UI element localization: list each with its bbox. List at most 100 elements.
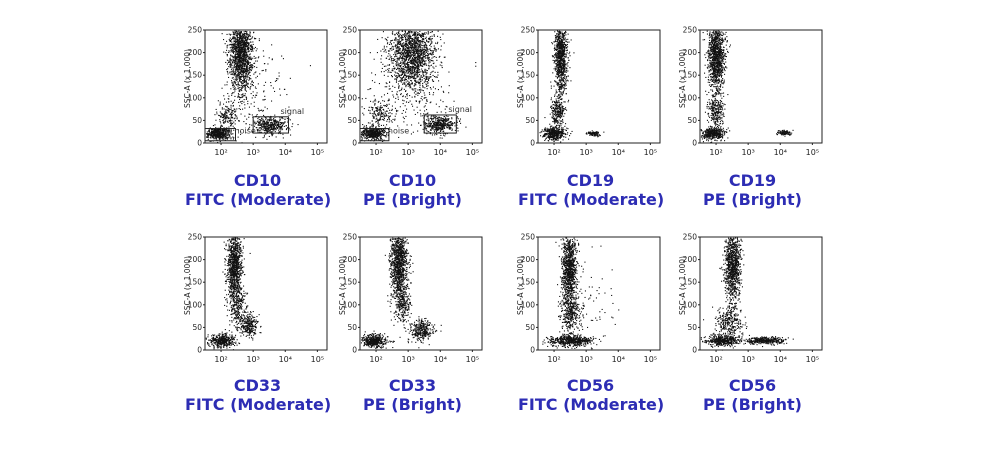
event-point bbox=[399, 71, 401, 73]
event-point bbox=[245, 41, 247, 43]
event-point bbox=[370, 100, 372, 102]
event-point bbox=[229, 58, 231, 60]
event-point bbox=[431, 126, 433, 128]
event-point bbox=[372, 136, 374, 138]
event-point bbox=[432, 51, 434, 53]
event-point bbox=[275, 128, 277, 130]
event-point bbox=[403, 75, 405, 77]
event-point bbox=[234, 54, 236, 56]
event-point bbox=[242, 85, 244, 87]
event-point bbox=[428, 32, 430, 34]
event-point bbox=[427, 31, 429, 33]
event-point bbox=[235, 79, 237, 81]
event-point bbox=[241, 59, 243, 61]
event-point bbox=[242, 40, 244, 42]
event-point bbox=[443, 42, 445, 44]
event-point bbox=[230, 116, 232, 118]
event-point bbox=[420, 71, 422, 73]
event-point bbox=[434, 71, 436, 73]
event-point bbox=[433, 80, 435, 82]
event-point bbox=[233, 66, 235, 68]
event-point bbox=[433, 45, 435, 47]
event-point bbox=[237, 62, 239, 64]
event-point bbox=[242, 36, 244, 38]
event-point bbox=[245, 64, 247, 66]
event-point bbox=[417, 89, 419, 91]
event-point bbox=[361, 133, 363, 135]
event-point bbox=[231, 59, 233, 61]
event-point bbox=[238, 64, 240, 66]
event-point bbox=[247, 51, 249, 53]
event-point bbox=[388, 118, 390, 120]
event-point bbox=[419, 56, 421, 58]
event-point bbox=[406, 54, 408, 56]
event-point bbox=[384, 132, 386, 134]
event-point bbox=[430, 76, 432, 78]
event-point bbox=[381, 130, 383, 132]
event-point bbox=[424, 80, 426, 82]
event-point bbox=[242, 54, 244, 56]
event-point bbox=[437, 118, 439, 120]
event-point bbox=[386, 134, 388, 136]
event-point bbox=[402, 79, 404, 81]
event-point bbox=[402, 68, 404, 70]
event-point bbox=[380, 119, 382, 121]
event-point bbox=[239, 34, 241, 36]
event-point bbox=[226, 118, 228, 120]
event-point bbox=[414, 45, 416, 47]
event-point bbox=[225, 136, 227, 138]
event-point bbox=[235, 71, 237, 73]
event-point bbox=[239, 73, 241, 75]
event-point bbox=[240, 42, 242, 44]
event-point bbox=[250, 93, 252, 95]
event-point bbox=[402, 62, 404, 64]
event-point bbox=[409, 41, 411, 43]
event-point bbox=[263, 99, 265, 101]
event-point bbox=[416, 41, 418, 43]
event-point bbox=[259, 130, 261, 132]
event-point bbox=[250, 64, 252, 66]
event-point bbox=[405, 67, 407, 69]
event-point bbox=[413, 47, 415, 49]
event-point bbox=[402, 60, 404, 62]
event-point bbox=[241, 65, 243, 67]
event-point bbox=[234, 37, 236, 39]
event-point bbox=[255, 127, 257, 129]
event-point bbox=[411, 38, 413, 40]
event-point bbox=[423, 60, 425, 62]
event-point bbox=[248, 44, 250, 46]
event-point bbox=[394, 71, 396, 73]
event-point bbox=[211, 129, 213, 131]
event-point bbox=[415, 31, 417, 33]
event-point bbox=[406, 47, 408, 49]
event-point bbox=[393, 54, 395, 56]
event-point bbox=[378, 114, 380, 116]
event-point bbox=[415, 42, 417, 44]
event-point bbox=[392, 39, 394, 41]
event-point bbox=[254, 125, 256, 127]
event-point bbox=[248, 116, 250, 118]
event-point bbox=[411, 45, 413, 47]
event-point bbox=[428, 118, 430, 120]
event-point bbox=[363, 132, 365, 134]
event-point bbox=[239, 59, 241, 61]
event-point bbox=[234, 71, 236, 73]
event-point bbox=[230, 40, 232, 42]
event-point bbox=[401, 30, 403, 32]
event-point bbox=[232, 86, 234, 88]
event-point bbox=[401, 37, 403, 39]
event-point bbox=[237, 41, 239, 43]
event-point bbox=[234, 123, 236, 125]
event-point bbox=[412, 61, 414, 63]
event-point bbox=[413, 38, 415, 40]
event-point bbox=[237, 51, 239, 53]
event-point bbox=[243, 51, 245, 53]
event-point bbox=[406, 69, 408, 71]
event-point bbox=[269, 125, 271, 127]
event-point bbox=[402, 96, 404, 98]
event-point bbox=[400, 70, 402, 72]
event-point bbox=[424, 79, 426, 81]
event-point bbox=[230, 128, 232, 130]
event-point bbox=[377, 112, 379, 114]
event-point bbox=[423, 34, 425, 36]
